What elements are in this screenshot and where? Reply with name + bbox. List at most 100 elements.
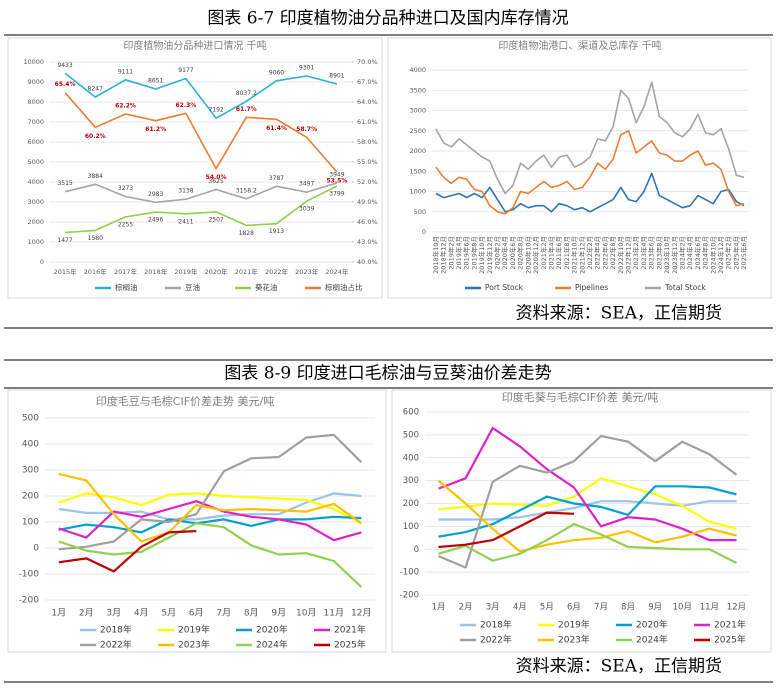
y-tick-label: -100: [400, 568, 419, 578]
chart-title: 印度植物油分品种进口情况 千吨: [123, 39, 266, 52]
x-tick-label: 2024年: [325, 267, 349, 276]
data-label: 3273: [118, 185, 133, 192]
x-tick-label: 2021年: [235, 267, 259, 276]
x-tick-label: 7月: [594, 603, 608, 613]
x-tick-label: 2016年: [84, 267, 108, 276]
source: 资料来源：SEA，正信期货: [516, 304, 722, 324]
legend-label: 葵花油: [255, 282, 278, 292]
y2-tick-label: 55.0%: [357, 158, 378, 166]
series-line: [58, 472, 362, 543]
y-tick-label: -200: [19, 596, 40, 606]
x-tick-label: 2019年8月: [469, 236, 478, 270]
data-label: 8901: [329, 72, 344, 79]
x-tick-label: 10月: [296, 608, 316, 619]
y2-tick-label: 40.0%: [357, 258, 378, 266]
x-tick-label: 2024年10月: [708, 236, 717, 274]
x-tick-label: 2023年6月: [647, 236, 656, 270]
y2-tick-label: 67.0%: [357, 78, 378, 86]
y2-tick-label: 61.0%: [357, 118, 378, 126]
x-tick-label: 2025年6月: [739, 236, 748, 270]
y-tick-label: 10000: [23, 58, 44, 66]
y-tick-label: 100: [403, 522, 419, 532]
legend-label: Total Stock: [664, 283, 706, 292]
legend-label: 2024年: [256, 639, 288, 651]
legend-label: 2023年: [558, 634, 590, 646]
data-label: 61.4%: [266, 125, 287, 132]
y-tick-label: 400: [403, 453, 419, 463]
x-tick-label: 11月: [700, 603, 719, 613]
data-label: 3158.2: [236, 187, 257, 194]
x-tick-label: 2025年2月: [724, 236, 733, 270]
series-line: [64, 72, 338, 119]
data-label: 3884: [88, 173, 103, 180]
data-label: 3515: [57, 180, 72, 187]
y-tick-label: 100: [22, 518, 39, 528]
data-label: 3625: [208, 178, 223, 185]
y2-tick-label: 49.0%: [357, 198, 378, 206]
series-line: [58, 522, 363, 588]
data-label: 9111: [118, 68, 133, 75]
x-tick-label: 2020年10月: [523, 236, 532, 274]
x-tick-label: 5月: [540, 603, 554, 613]
x-tick-label: 2023年4月: [639, 236, 648, 270]
data-label: 1828: [239, 230, 254, 237]
y-tick-label: 4000: [409, 66, 426, 74]
x-tick-label: 2023年: [295, 267, 319, 276]
data-label: 2496: [148, 217, 163, 224]
y-tick-label: 5000: [27, 158, 44, 166]
x-tick-label: 3月: [106, 608, 121, 619]
series-line: [438, 426, 737, 542]
chart-title: 印度毛葵与毛棕CIF价差 美元/吨: [502, 390, 658, 404]
data-label: 8247: [88, 86, 103, 93]
legend-label: 2019年: [558, 619, 590, 631]
data-label: 7192: [208, 107, 223, 114]
y-tick-label: 0: [33, 544, 39, 554]
x-tick-label: 2023年2月: [631, 236, 640, 270]
legend-label: 2018年: [480, 619, 512, 631]
data-label: 9301: [299, 64, 314, 71]
y2-tick-label: 64.0%: [357, 98, 378, 106]
data-label: 9177: [178, 67, 193, 74]
y-tick-label: 200: [403, 499, 419, 509]
x-tick-label: 8月: [244, 608, 259, 619]
y-tick-label: 3000: [409, 107, 426, 115]
legend-label: 2022年: [480, 634, 512, 646]
y-tick-label: 0: [422, 228, 426, 236]
legend-label: 棕榈油: [115, 282, 138, 292]
x-tick-label: 2019年4月: [454, 236, 463, 270]
y-tick-label: 1000: [27, 238, 44, 246]
y-tick-label: 2500: [409, 127, 426, 135]
x-tick-label: 2021年6月: [554, 236, 563, 270]
legend-label: 豆油: [185, 282, 200, 292]
data-label: 3949: [329, 172, 344, 179]
series-line: [438, 523, 737, 564]
x-tick-label: 2023年12月: [670, 236, 679, 274]
y2-tick-label: 52.0%: [357, 178, 378, 186]
data-label: 1477: [57, 237, 72, 244]
legend-label: 棕榈油占比: [325, 282, 363, 292]
legend-label: 2020年: [256, 624, 288, 636]
x-tick-label: 2019年10月: [477, 236, 486, 274]
x-tick-label: 10月: [673, 603, 692, 613]
x-tick-label: 2020年6月: [508, 236, 517, 270]
legend-label: 2020年: [636, 619, 668, 631]
y-tick-label: -100: [19, 570, 40, 580]
y-tick-label: 300: [22, 466, 39, 476]
figure-title: 图表 8-9 印度进口毛棕油与豆葵油价差走势: [224, 364, 551, 384]
x-tick-label: 4月: [134, 608, 149, 619]
data-label: 8651: [148, 77, 163, 84]
x-tick-label: 2月: [79, 608, 94, 619]
data-label: 3039: [299, 206, 314, 213]
x-tick-label: 2018年: [144, 267, 168, 276]
data-label: 62.2%: [115, 103, 136, 110]
x-tick-label: 2025年4月: [731, 236, 740, 270]
x-tick-label: 2020年: [205, 267, 229, 276]
x-tick-label: 2023年8月: [654, 236, 663, 270]
y-tick-label: 8000: [27, 98, 44, 106]
y-tick-label: 3000: [27, 198, 44, 206]
series-line: [58, 433, 363, 551]
series-line: [435, 81, 745, 195]
y-tick-label: 3500: [409, 86, 426, 94]
x-tick-label: 2015年: [54, 267, 78, 276]
data-label: 2255: [118, 221, 133, 228]
